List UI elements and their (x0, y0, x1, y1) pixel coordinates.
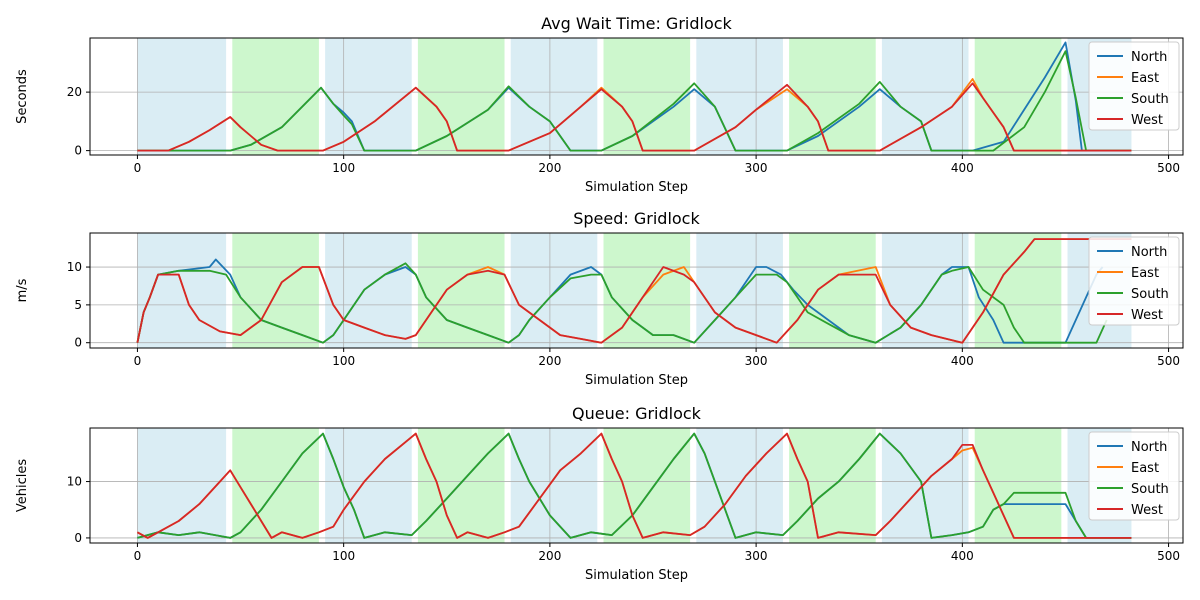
chart-panel: 0 100 200 300 400 500 0 20 Avg Wait Time: Gridlo… (15, 14, 1184, 195)
x-axis-label: Simulation Step (585, 568, 688, 583)
x-tick-label: 200 (538, 354, 561, 368)
phase-band (603, 38, 691, 155)
legend-label: North (1131, 245, 1167, 260)
legend-label: North (1131, 50, 1167, 65)
phase-band (325, 38, 412, 155)
phase-band (137, 38, 227, 155)
phase-band (789, 38, 876, 155)
x-tick-label: 200 (538, 161, 561, 175)
x-tick-label: 0 (134, 161, 142, 175)
phase-band (510, 38, 598, 155)
y-tick-label: 0 (74, 336, 82, 350)
series-line-west (137, 82, 1132, 152)
legend-label: West (1131, 503, 1163, 518)
legend-label: North (1131, 440, 1167, 455)
series-line-north (137, 41, 1132, 152)
x-tick-label: 400 (951, 549, 974, 563)
phase-band (881, 38, 969, 155)
y-tick-label: 10 (67, 260, 82, 274)
legend-label: East (1131, 461, 1159, 476)
legend-label: East (1131, 71, 1159, 86)
phase-band (325, 233, 412, 348)
phase-band (137, 428, 227, 543)
phase-band (974, 38, 1062, 155)
phase-band (417, 38, 505, 155)
legend-label: West (1131, 113, 1163, 128)
legend-box (1088, 41, 1180, 131)
y-tick-label: 0 (74, 144, 82, 158)
chart-title: Avg Wait Time: Gridlock (541, 14, 732, 33)
series-line-south (136, 262, 1108, 344)
legend: North East South West (1088, 431, 1180, 521)
y-axis-label: Vehicles (15, 459, 30, 512)
phase-band (510, 233, 598, 348)
legend-box (1088, 431, 1180, 521)
phase-band (325, 428, 412, 543)
x-axis-label: Simulation Step (585, 180, 688, 195)
phase-band (881, 428, 969, 543)
y-tick-label: 10 (67, 475, 82, 489)
axes-frame (89, 37, 1184, 156)
x-tick-label: 0 (134, 354, 142, 368)
chart-panel: 0 100 200 300 400 500 0 10 Queue: Gridlock Simula… (15, 404, 1184, 583)
phase-band (417, 428, 505, 543)
legend-label: South (1131, 92, 1169, 107)
phase-band (232, 38, 319, 155)
x-tick-label: 500 (1157, 549, 1180, 563)
phase-band (603, 428, 691, 543)
legend-label: South (1131, 482, 1169, 497)
y-tick-label: 0 (74, 531, 82, 545)
legend-label: South (1131, 287, 1169, 302)
x-tick-label: 300 (745, 161, 768, 175)
x-tick-label: 300 (745, 549, 768, 563)
phase-band (789, 428, 876, 543)
x-tick-label: 100 (332, 354, 355, 368)
chart-title: Speed: Gridlock (573, 209, 700, 228)
legend-label: West (1131, 308, 1163, 323)
series-line-west (136, 238, 1132, 344)
series-line-west (136, 432, 1132, 539)
phase-band (510, 428, 598, 543)
phase-band (232, 233, 319, 348)
legend-box (1088, 236, 1180, 326)
x-tick-label: 300 (745, 354, 768, 368)
legend: North East South West (1088, 41, 1180, 131)
axes-frame (89, 427, 1184, 544)
legend-label: East (1131, 266, 1159, 281)
phase-band (232, 428, 319, 543)
y-tick-label: 20 (67, 85, 82, 99)
x-tick-label: 400 (951, 354, 974, 368)
phase-band (789, 233, 876, 348)
x-tick-label: 100 (332, 161, 355, 175)
chart-title: Queue: Gridlock (572, 404, 702, 423)
x-axis-label: Simulation Step (585, 373, 688, 388)
phase-band (417, 233, 505, 348)
x-tick-label: 0 (134, 549, 142, 563)
phase-band (974, 233, 1062, 348)
x-tick-label: 200 (538, 549, 561, 563)
series-line-south (137, 432, 1132, 539)
x-tick-label: 100 (332, 549, 355, 563)
chart-panel: 0 100 200 300 400 500 0 5 10 Speed: Gridlock Simul… (15, 209, 1184, 388)
x-tick-label: 500 (1157, 161, 1180, 175)
phase-band (137, 233, 227, 348)
series-line-south (137, 50, 1132, 152)
y-axis-label: m/s (15, 278, 30, 302)
phase-band (696, 38, 783, 155)
y-tick-label: 5 (74, 298, 82, 312)
phase-band (881, 233, 969, 348)
phase-band (974, 428, 1062, 543)
axes-frame (89, 232, 1184, 349)
legend: North East South West (1088, 236, 1180, 326)
x-tick-label: 400 (951, 161, 974, 175)
y-axis-label: Seconds (15, 69, 30, 124)
x-tick-label: 500 (1157, 354, 1180, 368)
